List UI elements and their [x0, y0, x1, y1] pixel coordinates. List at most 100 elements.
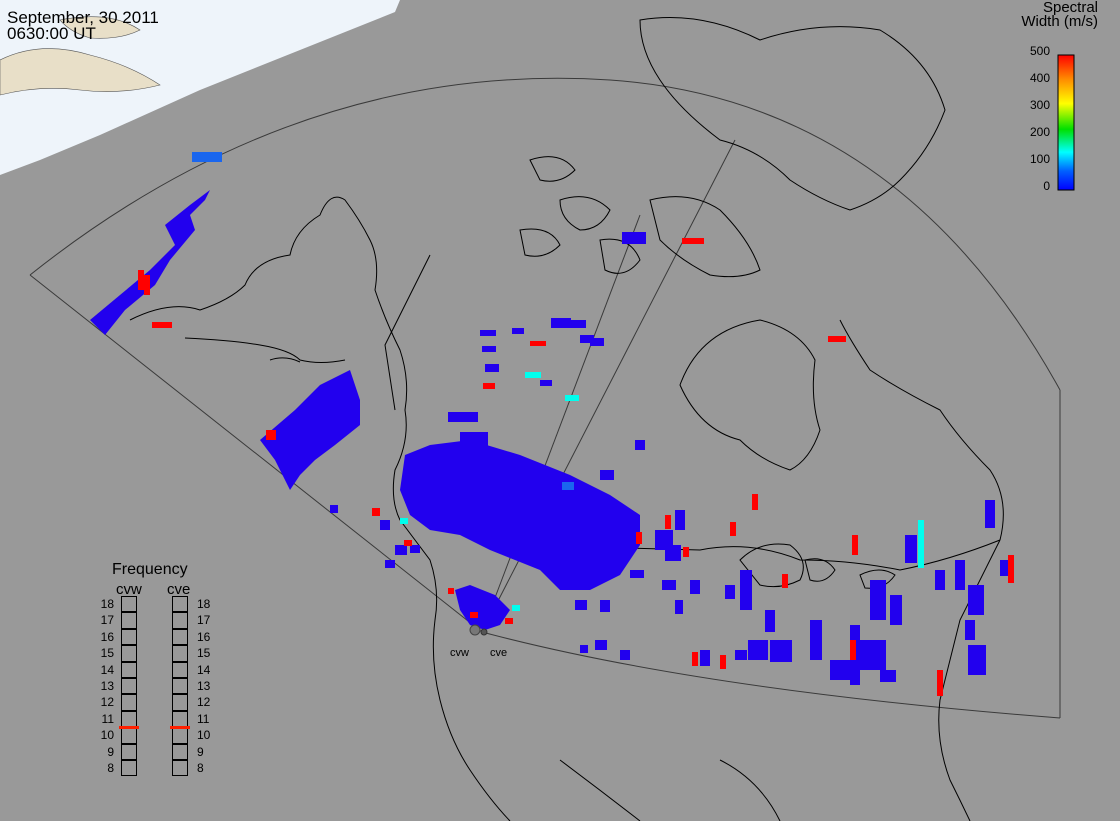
frequency-scale-label: 18 — [100, 597, 114, 611]
echo-cell — [482, 346, 496, 352]
echo-cell-high — [138, 270, 144, 290]
echo-cell-high — [752, 494, 758, 510]
echo-cell — [600, 600, 610, 612]
echo-cell — [675, 600, 683, 614]
radar-label-cve: cve — [490, 647, 508, 659]
echo-cell — [460, 432, 488, 446]
frequency-scale-label: 15 — [197, 646, 211, 661]
frequency-cell — [121, 612, 137, 629]
frequency-cell — [121, 743, 137, 760]
echo-cell — [905, 535, 917, 563]
frequency-marker-cve — [170, 726, 190, 730]
echo-cell — [955, 560, 965, 590]
echo-cell — [830, 660, 858, 680]
frequency-scale-label: 12 — [100, 695, 114, 710]
colorbar-title-2: Width (m/s) — [1021, 13, 1098, 30]
echo-cell-high — [372, 508, 380, 516]
colorbar — [1057, 54, 1075, 191]
echo-cell — [192, 152, 222, 162]
radar-label-cvw: cvw — [450, 647, 469, 659]
frequency-scale-label: 9 — [197, 744, 204, 759]
frequency-scale-label: 10 — [197, 728, 211, 743]
echo-cell — [725, 585, 735, 599]
echo-cell — [770, 640, 792, 662]
echo-cell — [520, 510, 530, 520]
frequency-scale-label: 10 — [100, 728, 114, 743]
echo-cell-high — [266, 430, 276, 440]
frequency-cell — [172, 743, 188, 760]
echo-cell-high — [636, 532, 642, 544]
frequency-scale-label: 12 — [197, 695, 211, 710]
frequency-cell — [121, 727, 137, 744]
echo-cell-mid — [512, 605, 520, 611]
echo-cell — [985, 500, 995, 528]
colorbar-tick: 100 — [1029, 152, 1050, 166]
frequency-scale-label: 17 — [100, 613, 114, 628]
echo-cell — [748, 640, 768, 660]
echo-region-alaska — [90, 190, 210, 335]
echo-cell — [968, 645, 986, 675]
echo-cell — [410, 545, 420, 553]
echo-cell-high — [937, 670, 943, 696]
daylight-land-2 — [59, 16, 141, 39]
echo-cell — [635, 440, 645, 450]
echo-cell-high — [505, 618, 513, 624]
echo-cell — [330, 505, 338, 513]
echo-cell-high — [692, 652, 698, 666]
echo-cell — [395, 545, 407, 555]
frequency-cell — [121, 694, 137, 711]
echo-cell — [485, 364, 499, 372]
colorbar-tick: 400 — [1029, 71, 1050, 85]
colorbar-tick: 0 — [1043, 179, 1050, 193]
echo-cell — [935, 570, 945, 590]
frequency-scale-label: 8 — [197, 761, 204, 775]
frequency-col-cve: cve — [167, 581, 191, 598]
echo-cell-high — [1008, 555, 1014, 583]
frequency-cell — [121, 710, 137, 728]
echo-cell-high — [683, 547, 689, 557]
colorbar-tick: 200 — [1029, 125, 1050, 139]
echo-cell — [622, 232, 646, 244]
echo-cell — [480, 330, 496, 336]
echo-cell-high — [720, 655, 726, 669]
echo-cell-high — [530, 341, 546, 346]
frequency-scale-label: 11 — [197, 711, 210, 726]
frequency-cell — [172, 760, 188, 777]
echo-cell — [600, 470, 614, 480]
echo-cell — [380, 520, 390, 530]
frequency-cell — [121, 596, 137, 613]
echo-cell — [860, 640, 886, 670]
frequency-cell — [172, 628, 188, 646]
echo-cell-high — [850, 640, 856, 660]
echo-cell — [810, 620, 822, 660]
echo-cell — [700, 650, 710, 666]
echo-cell — [675, 510, 685, 530]
frequency-cell — [121, 760, 137, 777]
frequency-scale-label: 18 — [197, 597, 211, 611]
echo-cell-high — [852, 535, 858, 555]
frequency-cell — [121, 661, 137, 678]
echo-cell-mid — [525, 372, 541, 378]
time-label: 0630:00 UT — [7, 24, 96, 43]
frequency-cell — [172, 596, 188, 613]
frequency-cell — [172, 661, 188, 678]
echo-cell-high — [483, 383, 495, 389]
frequency-cell — [121, 628, 137, 646]
echo-cell — [735, 650, 747, 660]
radar-site-cve — [480, 628, 488, 636]
echo-cell-mid — [400, 518, 408, 524]
frequency-scale-label: 17 — [197, 613, 211, 628]
frequency-scale-label: 14 — [197, 662, 211, 677]
frequency-scale-label: 14 — [100, 662, 114, 677]
echo-cell-mid — [918, 520, 924, 568]
date-label: September, 30 2011 — [7, 8, 159, 27]
echo-cell-mid — [565, 395, 579, 401]
frequency-scale-label: 13 — [100, 679, 114, 693]
daylight-land — [0, 48, 161, 96]
echo-cell — [870, 580, 886, 620]
frequency-scale-label: 9 — [107, 744, 114, 759]
echo-cell — [580, 335, 594, 343]
echo-cell — [575, 600, 587, 610]
echo-cell-high — [144, 275, 150, 295]
